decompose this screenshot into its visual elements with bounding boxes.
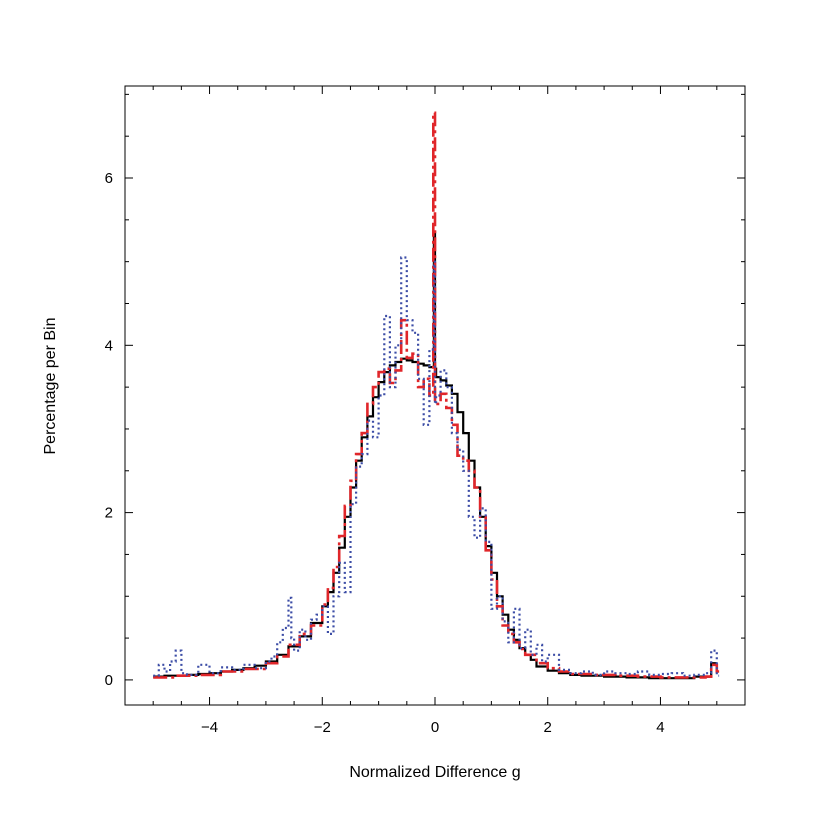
series-line-black-solid xyxy=(153,231,717,680)
x-tick-label: 4 xyxy=(656,719,664,736)
x-tick-label: 2 xyxy=(544,719,552,736)
y-tick-label: 0 xyxy=(105,672,113,689)
tick-label-layer: −4 −2 0 2 4 0 2 4 6 xyxy=(105,170,665,736)
x-axis-title: Normalized Difference g xyxy=(349,764,520,781)
series-line-red-dash-dot xyxy=(153,111,720,679)
y-tick-label: 4 xyxy=(105,337,113,354)
x-tick-label: 0 xyxy=(431,719,439,736)
x-tick-label: −2 xyxy=(314,719,331,736)
series-line-blue-dotted xyxy=(153,256,720,677)
y-tick-label: 6 xyxy=(105,170,113,187)
x-tick-label: −4 xyxy=(201,719,218,736)
y-tick-label: 2 xyxy=(105,505,113,522)
tick-layer xyxy=(124,86,746,705)
series-layer xyxy=(153,111,720,680)
y-axis-title: Percentage per Bin xyxy=(42,318,59,455)
